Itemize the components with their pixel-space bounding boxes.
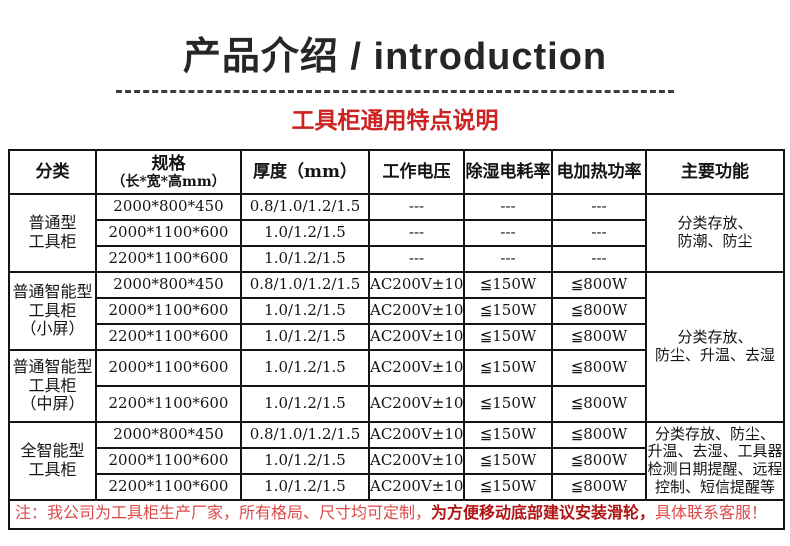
voltage-cell: AC200V±10% — [368, 349, 465, 387]
heating-cell: --- — [551, 219, 647, 247]
dehumidify-cell: ≦150W — [463, 349, 553, 387]
note-text-2: 具体联系客服！ — [655, 505, 768, 523]
dehumidify-cell: --- — [463, 219, 553, 247]
functions-cell-group4: 分类存放、防尘、 升温、去湿、工具器 检测日期提醒、远程 控制、短信提醒等 — [645, 421, 785, 501]
spec-cell: 2200*1100*600 — [95, 323, 242, 351]
col-header-spec-line1: 规格 — [151, 153, 186, 174]
spec-cell: 2200*1100*600 — [95, 245, 242, 273]
category-cell-ordinary: 普通型 工具柜 — [8, 193, 97, 273]
dehumidify-cell: ≦150W — [463, 421, 553, 449]
table-row: 2000*1100*600 1.0/1.2/1.5 AC200V±10% ≦15… — [9, 447, 784, 475]
table-row: 2200*1100*600 1.0/1.2/1.5 AC200V±10% ≦15… — [9, 323, 784, 351]
table-row: 2000*1100*600 1.0/1.2/1.5 --- --- --- — [9, 219, 784, 247]
table-row: 2200*1100*600 1.0/1.2/1.5 AC200V±10% ≦15… — [9, 473, 784, 501]
thickness-cell: 1.0/1.2/1.5 — [240, 349, 370, 387]
spec-cell: 2000*1100*600 — [95, 297, 242, 325]
voltage-cell: --- — [368, 193, 465, 221]
category-cell-smart-small-screen: 普通智能型 工具柜 （小屏） — [8, 271, 97, 351]
spec-cell: 2200*1100*600 — [95, 385, 242, 423]
dehumidify-cell: ≦150W — [463, 323, 553, 351]
col-header-spec: 规格 （长*宽*高mm） — [95, 149, 242, 195]
heating-cell: ≦800W — [551, 271, 647, 299]
thickness-cell: 1.0/1.2/1.5 — [240, 297, 370, 325]
col-header-thickness: 厚度（mm） — [240, 149, 370, 195]
col-header-heating: 电加热功率 — [551, 149, 647, 195]
note-prefix: 注： — [15, 505, 48, 523]
table-row: 普通型 工具柜 2000*800*450 0.8/1.0/1.2/1.5 ---… — [8, 193, 785, 273]
table-row: 普通智能型 工具柜 （小屏） 2000*800*450 0.8/1.0/1.2/… — [8, 271, 785, 423]
note-cell: 注：我公司为工具柜生产厂家，所有格局、尺寸均可定制，为方便移动底部建议安装滑轮，… — [8, 499, 785, 530]
dashed-divider — [116, 90, 674, 93]
note-text-1: 我公司为工具柜生产厂家，所有格局、尺寸均可定制， — [47, 505, 432, 523]
note-row: 注：我公司为工具柜生产厂家，所有格局、尺寸均可定制，为方便移动底部建议安装滑轮，… — [8, 499, 785, 530]
page-subtitle: 工具柜通用特点说明 — [291, 107, 499, 133]
voltage-cell: AC200V±10% — [368, 473, 465, 501]
table-row: 全智能型 工具柜 2000*800*450 0.8/1.0/1.2/1.5 AC… — [8, 421, 785, 501]
dehumidify-cell: ≦150W — [463, 473, 553, 501]
spec-cell: 2000*1100*600 — [95, 349, 242, 387]
heating-cell: --- — [551, 193, 647, 221]
category-cell-full-smart: 全智能型 工具柜 — [8, 421, 97, 501]
spec-cell: 2000*1100*600 — [95, 447, 242, 475]
thickness-cell: 1.0/1.2/1.5 — [240, 219, 370, 247]
dehumidify-cell: ≦150W — [463, 271, 553, 299]
voltage-cell: AC200V±10% — [368, 297, 465, 325]
col-header-spec-line2: （长*宽*高mm） — [111, 173, 226, 190]
heating-cell: ≦800W — [551, 385, 647, 423]
page-title-zh: 产品介绍 — [182, 36, 339, 78]
table-row: 2000*1100*600 1.0/1.2/1.5 AC200V±10% ≦15… — [9, 297, 784, 325]
voltage-cell: AC200V±10% — [368, 271, 465, 299]
col-header-voltage: 工作电压 — [368, 149, 465, 195]
heating-cell: --- — [551, 245, 647, 273]
dehumidify-cell: ≦150W — [463, 385, 553, 423]
thickness-cell: 1.0/1.2/1.5 — [240, 323, 370, 351]
heating-cell: ≦800W — [551, 447, 647, 475]
voltage-cell: --- — [368, 219, 465, 247]
functions-cell-group1: 分类存放、 防潮、防尘 — [645, 193, 785, 273]
spec-cell: 2200*1100*600 — [95, 473, 242, 501]
voltage-cell: AC200V±10% — [368, 447, 465, 475]
note-text-bold: 为方便移动底部建议安装滑轮， — [431, 505, 656, 523]
heating-cell: ≦800W — [551, 473, 647, 501]
heating-cell: ≦800W — [551, 323, 647, 351]
heating-cell: ≦800W — [551, 297, 647, 325]
thickness-cell: 1.0/1.2/1.5 — [240, 447, 370, 475]
category-cell-smart-medium-screen: 普通智能型 工具柜 （中屏） — [8, 349, 97, 423]
spec-table: 分类 规格 （长*宽*高mm） 厚度（mm） 工作电压 除湿电耗率 电加热功率 … — [8, 149, 785, 530]
col-header-dehumidify: 除湿电耗率 — [463, 149, 553, 195]
functions-cell-group2-3: 分类存放、 防尘、升温、去湿 — [645, 271, 785, 423]
page-title-en: introduction — [373, 36, 608, 78]
col-header-functions: 主要功能 — [645, 149, 785, 195]
table-row: 2200*1100*600 1.0/1.2/1.5 AC200V±10% ≦15… — [9, 385, 784, 423]
voltage-cell: AC200V±10% — [368, 421, 465, 449]
voltage-cell: AC200V±10% — [368, 323, 465, 351]
page-title: 产品介绍 / introduction — [0, 0, 790, 80]
heating-cell: ≦800W — [551, 421, 647, 449]
thickness-cell: 0.8/1.0/1.2/1.5 — [240, 271, 370, 299]
spec-cell: 2000*1100*600 — [95, 219, 242, 247]
voltage-cell: AC200V±10% — [368, 385, 465, 423]
page-title-separator: / — [338, 36, 374, 78]
thickness-cell: 1.0/1.2/1.5 — [240, 473, 370, 501]
spec-cell: 2000*800*450 — [95, 193, 242, 221]
heating-cell: ≦800W — [551, 349, 647, 387]
thickness-cell: 1.0/1.2/1.5 — [240, 245, 370, 273]
page: 产品介绍 / introduction 工具柜通用特点说明 分类 规格 （长*宽… — [0, 0, 790, 530]
thickness-cell: 0.8/1.0/1.2/1.5 — [240, 421, 370, 449]
dehumidify-cell: ≦150W — [463, 447, 553, 475]
dehumidify-cell: --- — [463, 193, 553, 221]
spec-cell: 2000*800*450 — [95, 421, 242, 449]
table-row: 普通智能型 工具柜 （中屏） 2000*1100*600 1.0/1.2/1.5… — [8, 349, 784, 423]
thickness-cell: 0.8/1.0/1.2/1.5 — [240, 193, 370, 221]
spec-cell: 2000*800*450 — [95, 271, 242, 299]
dehumidify-cell: --- — [463, 245, 553, 273]
voltage-cell: --- — [368, 245, 465, 273]
table-header-row: 分类 规格 （长*宽*高mm） 厚度（mm） 工作电压 除湿电耗率 电加热功率 … — [8, 149, 785, 195]
dehumidify-cell: ≦150W — [463, 297, 553, 325]
col-header-category: 分类 — [8, 149, 97, 195]
table-row: 2200*1100*600 1.0/1.2/1.5 --- --- --- — [9, 245, 784, 273]
thickness-cell: 1.0/1.2/1.5 — [240, 385, 370, 423]
